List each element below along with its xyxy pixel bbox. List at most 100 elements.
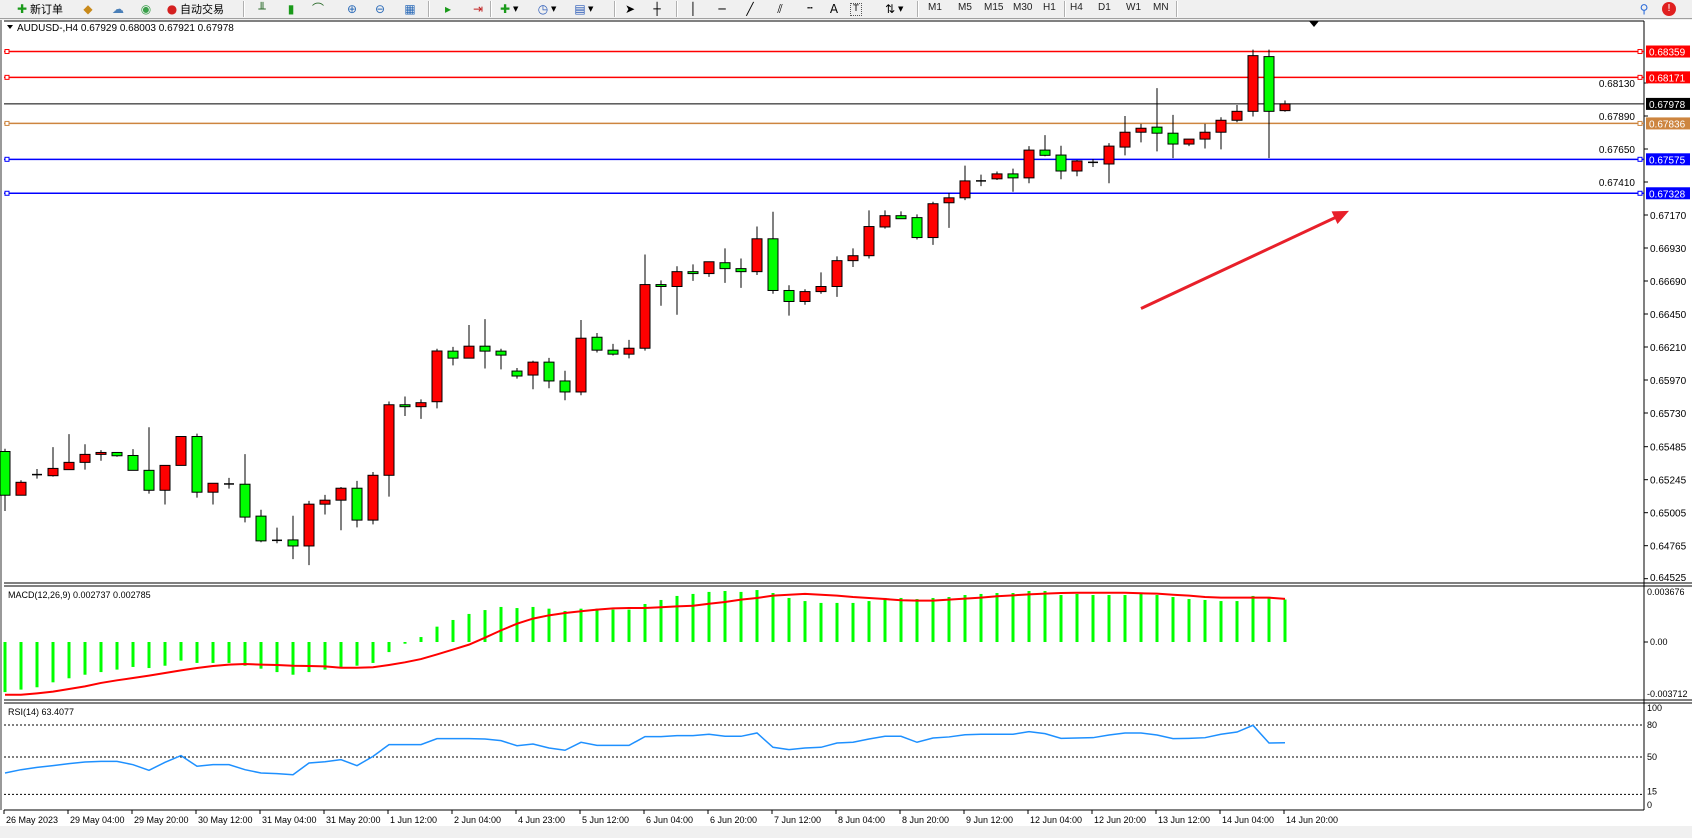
search-button[interactable]: ⚲ [1636, 1, 1652, 17]
timeframe-m30[interactable]: M30 [1013, 2, 1033, 13]
data-window-button[interactable]: ☁ [110, 1, 126, 17]
bar-chart-button[interactable]: ╨ [254, 1, 270, 17]
candle [239, 454, 251, 523]
candle [1088, 159, 1098, 168]
trendline-button[interactable]: ╱ [742, 1, 758, 17]
line-chart-button[interactable]: ⌒ [310, 1, 326, 17]
vertical-line-button[interactable]: │ [685, 1, 701, 17]
arrows-button[interactable]: ⇅ ▼ [882, 1, 903, 17]
rsi-tick-label: 15 [1647, 786, 1657, 796]
market-watch-icon: ◆ [83, 2, 93, 16]
zoom-in-button[interactable]: ⊕ [344, 1, 360, 17]
dropdown-arrow-icon: ▼ [551, 5, 557, 13]
level-handle [4, 120, 10, 126]
candle [783, 285, 795, 316]
time-tick-label: 1 Jun 12:00 [390, 815, 437, 825]
candle [319, 494, 331, 515]
indicators-button[interactable]: ✚ ▼ [497, 1, 518, 17]
periods-button[interactable]: ◷ ▼ [535, 1, 557, 17]
fibonacci-button[interactable]: ┅ [802, 1, 818, 17]
candle-body [431, 350, 443, 403]
price-tick-label: 0.66930 [1650, 244, 1687, 255]
chart-window[interactable]: 0.68130 0.67890 0.67650 0.67410 0.67170 0.669… [0, 20, 1692, 833]
candle [303, 500, 315, 566]
timeframe-w1[interactable]: W1 [1126, 2, 1141, 13]
auto-scroll-button[interactable]: ▸ [440, 1, 456, 17]
text-button[interactable]: A [826, 1, 842, 17]
candle [511, 368, 523, 379]
time-tick-label: 9 Jun 12:00 [966, 815, 1013, 825]
candle [447, 346, 459, 366]
time-tick-label: 30 May 12:00 [198, 815, 253, 825]
candle-body [911, 217, 923, 239]
toolbar-separator [428, 1, 430, 17]
new-order-button[interactable]: ✚ 新订单 [14, 1, 63, 17]
timeframe-m15[interactable]: M15 [984, 2, 1004, 13]
candle-body [175, 436, 187, 466]
text-label-button[interactable]: T [850, 1, 862, 17]
messages-button[interactable]: ! [1662, 1, 1676, 17]
rsi-line [4, 724, 1286, 776]
text-label-icon: T [850, 2, 862, 16]
time-tick-label: 8 Jun 04:00 [838, 815, 885, 825]
candle [127, 449, 139, 471]
timeframe-h4[interactable]: H4 [1070, 2, 1083, 13]
templates-button[interactable]: ▤ ▼ [572, 1, 593, 17]
auto-trading-button[interactable]: ● 自动交易 [164, 1, 224, 17]
chart-shift-button[interactable]: ⇥ [470, 1, 486, 17]
candle [1119, 116, 1131, 156]
new-order-icon: ✚ [16, 2, 28, 16]
candle [143, 427, 155, 494]
candle [1279, 100, 1291, 112]
candle-body [479, 345, 491, 352]
candle-body [111, 451, 123, 457]
timeframe-m5[interactable]: M5 [958, 2, 972, 13]
toolbar-separator [1064, 1, 1066, 17]
level-handle [1637, 190, 1643, 196]
candle [431, 348, 443, 409]
chart-shift-icon: ⇥ [472, 2, 484, 16]
rsi-tick-label: 100 [1647, 703, 1662, 713]
candle-body [47, 467, 59, 477]
price-tick-label: 0.66690 [1650, 277, 1687, 288]
cursor-button[interactable]: ➤ [622, 1, 638, 17]
candle-body [847, 255, 859, 262]
crosshair-button[interactable]: ┼ [649, 1, 665, 17]
candle-body [639, 284, 651, 349]
zoom-out-button[interactable]: ⊖ [372, 1, 388, 17]
toolbar: ✚ 新订单 ◆ ☁ ◉ ● 自动交易 ╨ ▮ ⌒ ⊕ ⊖ ▦ ▸ ⇥ ✚ ▼ ◷ ▼… [0, 0, 1692, 19]
candle-body [399, 404, 411, 408]
indicators-icon: ✚ [499, 2, 511, 16]
channel-button[interactable]: ⫽ [772, 1, 788, 17]
candle [1103, 143, 1115, 184]
toolbar-separator [614, 1, 616, 17]
dropdown-arrow-icon: ▼ [513, 5, 519, 13]
candle-body [719, 262, 731, 270]
candle-body [255, 515, 267, 542]
signals-button[interactable]: ◉ [138, 1, 154, 17]
timeframe-h1[interactable]: H1 [1043, 2, 1056, 13]
candle [159, 464, 171, 505]
level-handle [4, 49, 10, 55]
horizontal-line-button[interactable]: ─ [714, 1, 730, 17]
candle-body [527, 361, 539, 376]
timeframe-m1[interactable]: M1 [928, 2, 942, 13]
candlestick-button[interactable]: ▮ [283, 1, 299, 17]
candle [831, 256, 843, 297]
candle-body [703, 261, 715, 275]
price-tick-label: 0.64765 [1650, 542, 1687, 553]
auto-trading-label: 自动交易 [180, 3, 224, 16]
chart-canvas[interactable]: 0.68130 0.67890 0.67650 0.67410 0.67170 0.669… [0, 20, 1692, 833]
timeframe-d1[interactable]: D1 [1098, 2, 1111, 13]
dropdown-arrow-icon: ▼ [898, 5, 904, 13]
tile-windows-button[interactable]: ▦ [402, 1, 418, 17]
trendline-icon: ╱ [746, 2, 754, 16]
timeframe-mn[interactable]: MN [1153, 2, 1169, 13]
time-tick-label: 8 Jun 20:00 [902, 815, 949, 825]
candle [63, 434, 75, 471]
candle [1135, 123, 1147, 143]
market-watch-button[interactable]: ◆ [80, 1, 96, 17]
candle [207, 482, 219, 505]
candle-body [79, 453, 91, 463]
candle-body [143, 469, 155, 491]
